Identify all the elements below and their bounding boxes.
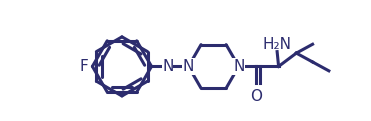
Text: N: N (162, 59, 174, 74)
Text: N: N (233, 59, 244, 74)
Text: F: F (79, 59, 88, 74)
Text: O: O (250, 89, 262, 104)
Text: H₂N: H₂N (263, 37, 292, 52)
Text: N: N (183, 59, 194, 74)
